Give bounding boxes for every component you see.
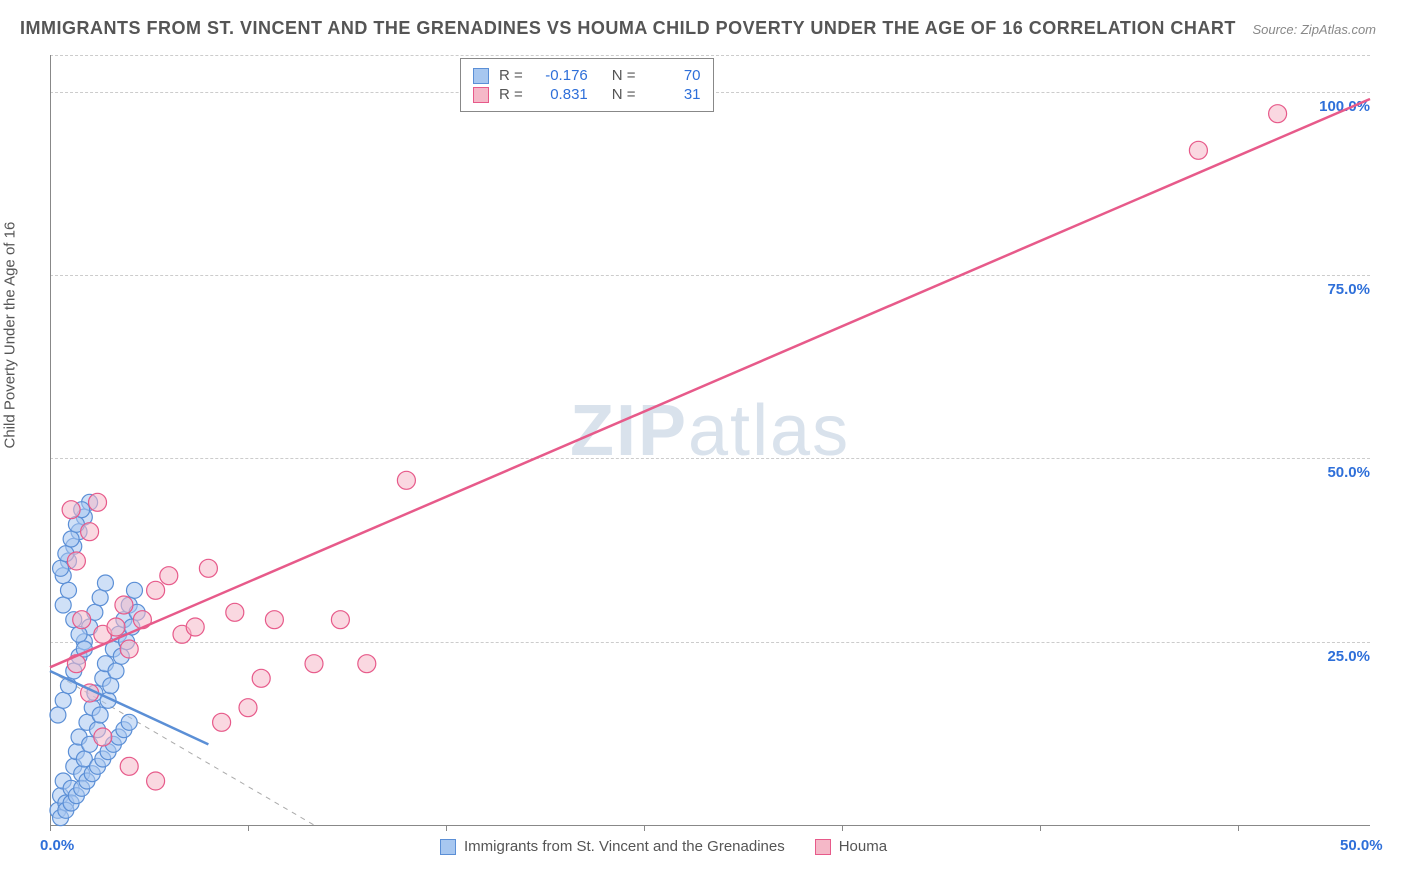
n-value: 70 — [646, 67, 701, 84]
data-point — [89, 493, 107, 511]
r-label: R = — [499, 86, 523, 103]
r-value: 0.831 — [533, 86, 588, 103]
n-value: 31 — [646, 86, 701, 103]
data-point — [121, 714, 137, 730]
data-point — [120, 757, 138, 775]
data-point — [126, 582, 142, 598]
data-point — [92, 707, 108, 723]
data-point — [94, 728, 112, 746]
legend-stats: R = -0.176 N = 70 R = 0.831 N = 31 — [460, 58, 714, 112]
data-point — [239, 699, 257, 717]
data-point — [115, 596, 133, 614]
legend-series: Immigrants from St. Vincent and the Gren… — [440, 838, 887, 855]
data-point — [55, 692, 71, 708]
data-point — [213, 713, 231, 731]
data-point — [358, 655, 376, 673]
legend-swatch — [440, 839, 456, 855]
legend-item: Immigrants from St. Vincent and the Gren… — [440, 838, 785, 855]
data-point — [55, 597, 71, 613]
data-point — [147, 581, 165, 599]
data-point — [331, 611, 349, 629]
data-point — [186, 618, 204, 636]
data-point — [252, 669, 270, 687]
data-point — [81, 523, 99, 541]
data-point — [50, 707, 66, 723]
data-point — [108, 663, 124, 679]
data-point — [226, 603, 244, 621]
data-point — [53, 560, 69, 576]
r-label: R = — [499, 67, 523, 84]
data-point — [97, 575, 113, 591]
n-label: N = — [612, 67, 636, 84]
data-point — [92, 590, 108, 606]
legend-stat-row: R = -0.176 N = 70 — [473, 67, 701, 84]
data-point — [147, 772, 165, 790]
data-point — [305, 655, 323, 673]
legend-stat-row: R = 0.831 N = 31 — [473, 86, 701, 103]
legend-item: Houma — [815, 838, 887, 855]
data-point — [265, 611, 283, 629]
data-point — [103, 678, 119, 694]
data-point — [73, 611, 91, 629]
data-point — [160, 567, 178, 585]
data-point — [1269, 105, 1287, 123]
data-point — [1189, 141, 1207, 159]
legend-label: Houma — [839, 838, 887, 855]
n-label: N = — [612, 86, 636, 103]
legend-swatch — [473, 68, 489, 84]
data-point — [60, 582, 76, 598]
r-value: -0.176 — [533, 67, 588, 84]
data-point — [62, 501, 80, 519]
data-point — [67, 552, 85, 570]
data-point — [397, 471, 415, 489]
data-point — [199, 559, 217, 577]
data-point — [120, 640, 138, 658]
legend-swatch — [473, 87, 489, 103]
chart-svg — [0, 0, 1406, 892]
data-point — [63, 531, 79, 547]
data-point — [107, 618, 125, 636]
legend-label: Immigrants from St. Vincent and the Gren… — [464, 838, 785, 855]
legend-swatch — [815, 839, 831, 855]
